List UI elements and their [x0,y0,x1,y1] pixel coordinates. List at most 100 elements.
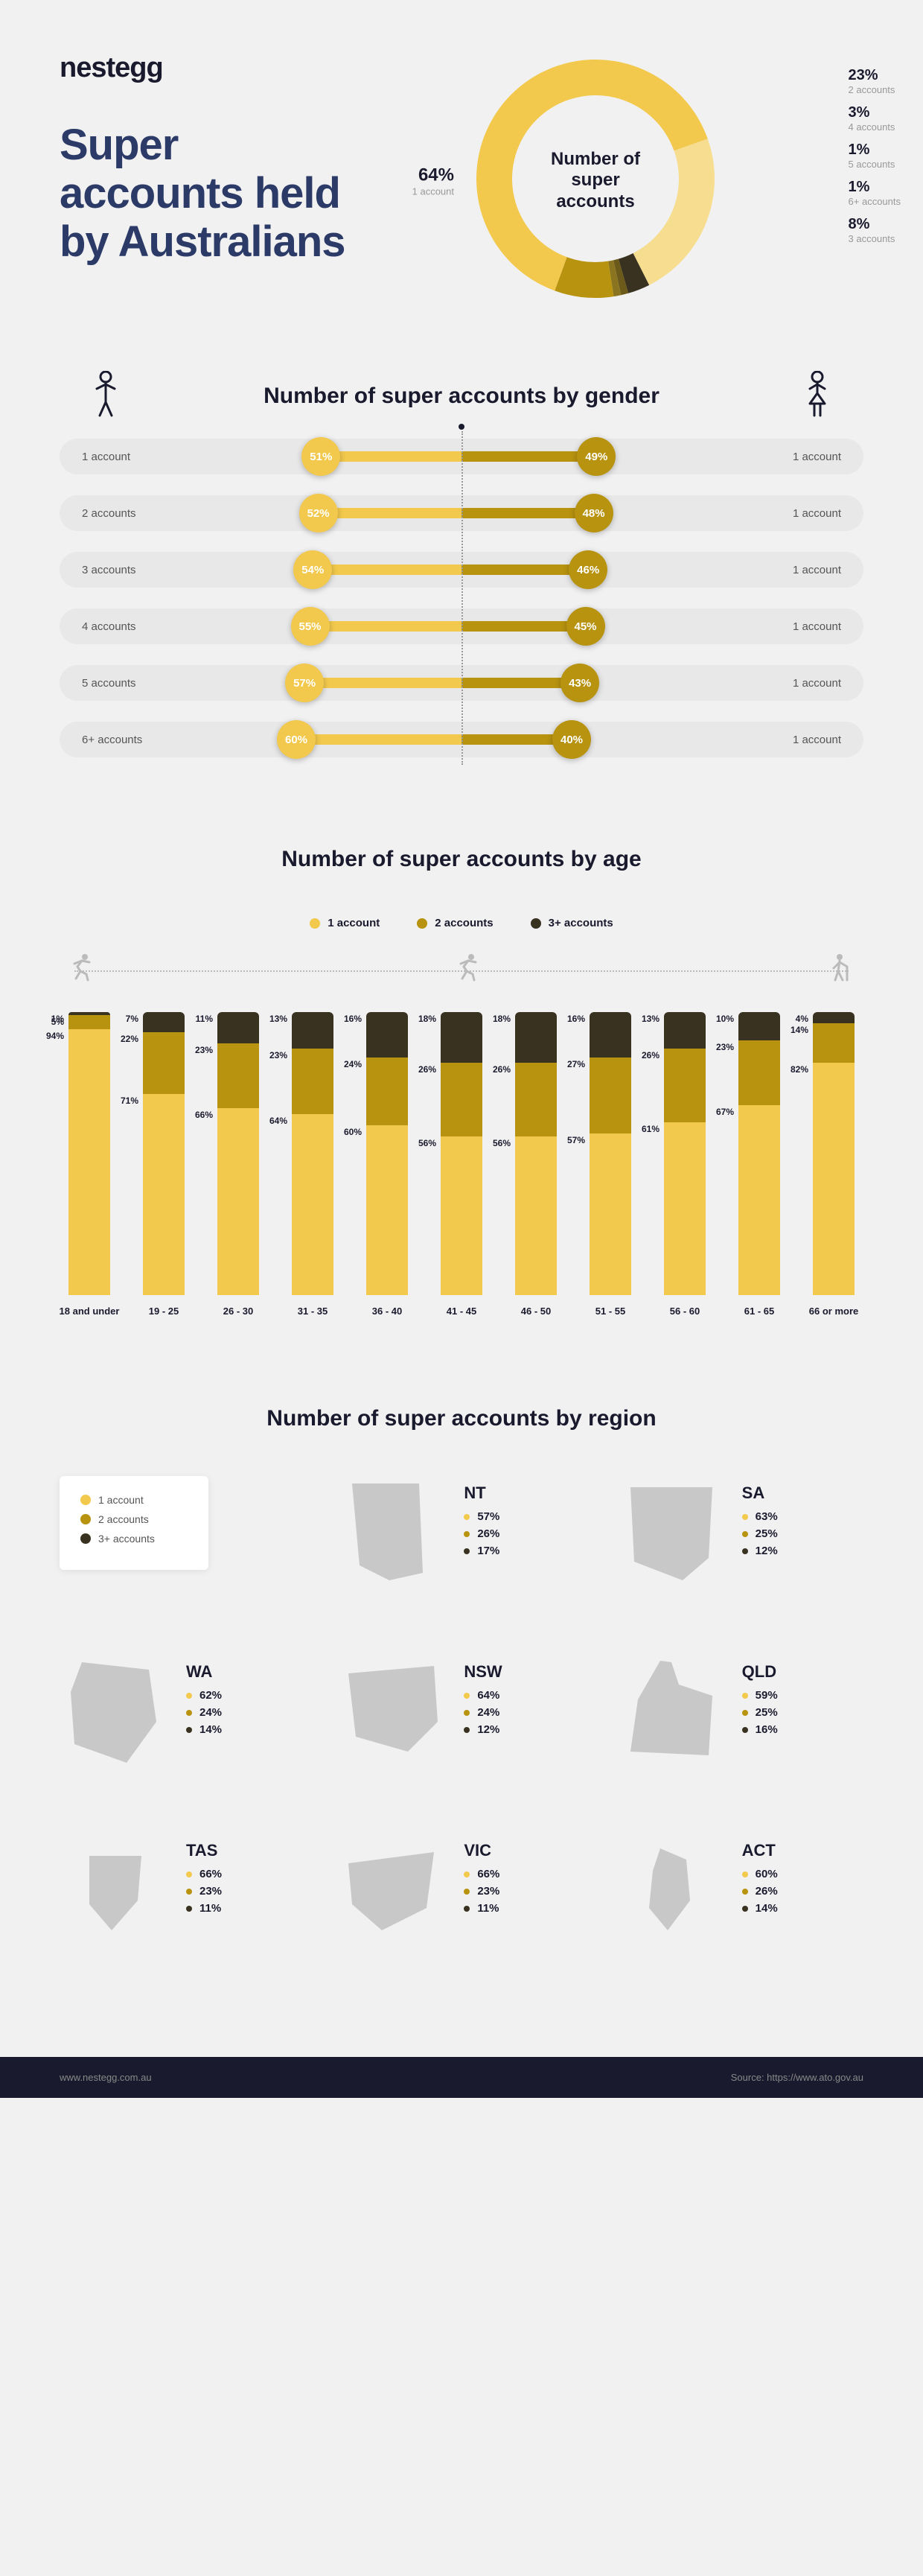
male-pct-bubble: 60% [277,720,316,759]
logo: nestegg [60,52,372,84]
region-map-icon [616,1476,727,1588]
region-name: QLD [742,1662,778,1682]
running-adult-icon [453,952,483,985]
main-title: Super accounts held by Australians [60,121,372,267]
gender-right-label: 1 account [737,451,863,463]
region-name: NT [464,1483,499,1503]
region-name: TAS [186,1841,222,1860]
region-cell: NSW 64% 24% 12% [337,1655,585,1789]
footer-source: Source: https://www.ato.gov.au [731,2072,863,2083]
female-icon [801,371,834,422]
region-name: WA [186,1662,222,1682]
age-x-label: 66 or more [809,1306,858,1317]
legend-item: 1 account [310,917,380,929]
region-cell: ACT 60% 26% 14% [616,1834,863,1968]
male-pct-bubble: 57% [285,664,324,702]
gender-title: Number of super accounts by gender [264,384,659,409]
male-pct-bubble: 52% [299,494,338,532]
age-title: Number of super accounts by age [60,847,863,872]
age-bar-column: 57% 27% 16% 51 - 55 [588,1012,633,1317]
gender-center-dot [459,424,464,430]
region-name: ACT [742,1841,778,1860]
region-grid: 1 account2 accounts3+ accounts NT 57% 26… [60,1476,863,1968]
legend-item: 3+ accounts [531,917,613,929]
region-cell: QLD 59% 25% 16% [616,1655,863,1789]
age-x-label: 61 - 65 [744,1306,774,1317]
region-cell: WA 62% 24% 14% [60,1655,307,1789]
donut-label: 1%5 accounts [849,141,901,170]
region-section: Number of super accounts by region 1 acc… [60,1406,863,1968]
gender-right-label: 1 account [737,677,863,690]
gender-centerline [462,431,463,765]
male-icon [89,371,122,422]
gender-left-label: 3 accounts [60,564,186,576]
age-bar-column: 61% 26% 13% 56 - 60 [662,1012,707,1317]
region-cell: TAS 66% 23% 11% [60,1834,307,1968]
age-x-label: 51 - 55 [595,1306,625,1317]
age-bar-column: 71% 22% 7% 19 - 25 [141,1012,186,1317]
gender-section: Number of super accounts by gender 1 acc… [60,384,863,757]
age-bar-column: 67% 23% 10% 61 - 65 [737,1012,782,1317]
age-x-label: 18 and under [60,1306,120,1317]
region-cell: VIC 66% 23% 11% [337,1834,585,1968]
male-pct-bubble: 55% [291,607,330,646]
region-name: SA [742,1483,778,1503]
age-bar-column: 64% 23% 13% 31 - 35 [290,1012,335,1317]
running-child-icon [67,952,97,985]
female-pct-bubble: 40% [552,720,591,759]
female-pct-bubble: 45% [566,607,605,646]
region-map-icon [616,1834,727,1945]
footer-url: www.nestegg.com.au [60,2072,152,2083]
age-section: Number of super accounts by age 1 accoun… [60,847,863,1317]
region-title: Number of super accounts by region [60,1406,863,1431]
header: nestegg Super accounts held by Australia… [60,52,863,309]
donut-label: 23%2 accounts [849,67,901,95]
age-icons-row [60,952,863,989]
gender-rows: 1 account 51% 49% 1 account 2 accounts [60,439,863,757]
region-map-icon [60,1655,171,1766]
region-cell: NT 57% 26% 17% [337,1476,585,1610]
legend-item: 2 accounts [417,917,493,929]
gender-right-label: 1 account [737,507,863,520]
footer: www.nestegg.com.au Source: https://www.a… [0,2057,923,2098]
gender-left-label: 4 accounts [60,620,186,633]
age-bar-column: 56% 26% 18% 41 - 45 [439,1012,484,1317]
age-bar-column: 56% 26% 18% 46 - 50 [514,1012,558,1317]
female-pct-bubble: 49% [577,437,616,476]
gender-left-label: 6+ accounts [60,734,186,746]
age-x-label: 41 - 45 [447,1306,476,1317]
age-bar-column: 60% 24% 16% 36 - 40 [365,1012,409,1317]
region-cell: SA 63% 25% 12% [616,1476,863,1610]
region-legend-cell: 1 account2 accounts3+ accounts [60,1476,307,1610]
age-x-label: 31 - 35 [298,1306,328,1317]
age-bars: 94% 5% 1% 18 and under 71% 22% 7% [60,1004,863,1317]
region-map-icon [616,1655,727,1766]
region-name: NSW [464,1662,502,1682]
donut-center-label: Number of super accounts [532,148,659,212]
age-x-label: 56 - 60 [670,1306,700,1317]
age-bar-column: 66% 23% 11% 26 - 30 [216,1012,261,1317]
region-name: VIC [464,1841,499,1860]
region-map-icon [337,1655,449,1766]
gender-left-label: 2 accounts [60,507,186,520]
male-pct-bubble: 54% [293,550,332,589]
gender-left-label: 5 accounts [60,677,186,690]
age-legend: 1 account 2 accounts 3+ accounts [60,917,863,929]
donut-label: 1%6+ accounts [849,179,901,207]
gender-right-label: 1 account [737,564,863,576]
gender-right-label: 1 account [737,734,863,746]
donut-label: 3%4 accounts [849,104,901,133]
donut-right-labels: 23%2 accounts 3%4 accounts 1%5 accounts 1%6… [849,67,901,253]
age-x-label: 36 - 40 [372,1306,402,1317]
age-x-label: 26 - 30 [223,1306,253,1317]
age-bar-column: 82% 14% 4% 66 or more [811,1012,856,1317]
age-x-label: 46 - 50 [521,1306,551,1317]
gender-right-label: 1 account [737,620,863,633]
region-legend-box: 1 account2 accounts3+ accounts [60,1476,208,1570]
age-x-label: 19 - 25 [149,1306,179,1317]
donut-label: 8%3 accounts [849,216,901,244]
age-bar-column: 94% 5% 1% 18 and under [67,1012,112,1317]
female-pct-bubble: 43% [560,664,599,702]
donut-chart: 64% 1 account Number of super accounts 2… [387,52,863,309]
gender-left-label: 1 account [60,451,186,463]
